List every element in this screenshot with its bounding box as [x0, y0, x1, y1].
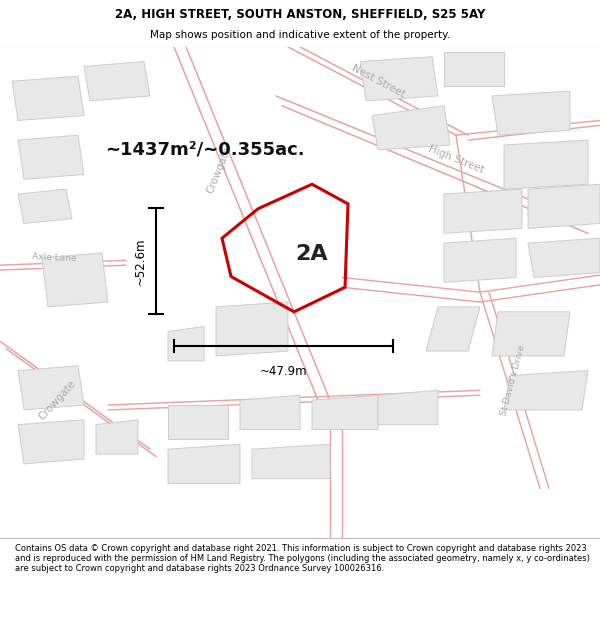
Polygon shape — [444, 238, 516, 282]
Text: 2A, HIGH STREET, SOUTH ANSTON, SHEFFIELD, S25 5AY: 2A, HIGH STREET, SOUTH ANSTON, SHEFFIELD… — [115, 8, 485, 21]
Text: ~47.9m: ~47.9m — [260, 365, 307, 378]
Polygon shape — [378, 390, 438, 424]
Polygon shape — [504, 140, 588, 189]
Text: Axle Lane: Axle Lane — [32, 252, 76, 264]
Text: Crowgate: Crowgate — [205, 144, 233, 194]
Polygon shape — [492, 91, 570, 135]
Polygon shape — [528, 238, 600, 278]
Text: Map shows position and indicative extent of the property.: Map shows position and indicative extent… — [150, 30, 450, 40]
Polygon shape — [84, 62, 150, 101]
Text: Nest Street: Nest Street — [350, 63, 406, 99]
Polygon shape — [240, 395, 300, 429]
Polygon shape — [18, 189, 72, 224]
Polygon shape — [426, 307, 480, 351]
Polygon shape — [360, 57, 438, 101]
Polygon shape — [312, 395, 378, 429]
Polygon shape — [528, 184, 600, 228]
Polygon shape — [492, 312, 570, 356]
Polygon shape — [42, 253, 108, 307]
Polygon shape — [252, 444, 330, 479]
Polygon shape — [168, 405, 228, 439]
Text: High Street: High Street — [427, 144, 485, 176]
Polygon shape — [96, 420, 138, 454]
Text: 2A: 2A — [295, 244, 328, 264]
Polygon shape — [12, 76, 84, 121]
Polygon shape — [444, 189, 522, 233]
Polygon shape — [444, 52, 504, 86]
Polygon shape — [168, 444, 240, 484]
Text: Crowgate: Crowgate — [37, 378, 77, 422]
Polygon shape — [18, 366, 84, 410]
Polygon shape — [18, 420, 84, 464]
Polygon shape — [168, 326, 204, 361]
Polygon shape — [18, 135, 84, 179]
Polygon shape — [504, 371, 588, 410]
Polygon shape — [372, 106, 450, 150]
Polygon shape — [216, 302, 288, 356]
Text: Contains OS data © Crown copyright and database right 2021. This information is : Contains OS data © Crown copyright and d… — [15, 544, 590, 573]
Text: St David's Drive: St David's Drive — [499, 344, 527, 417]
Text: ~52.6m: ~52.6m — [134, 238, 147, 285]
Text: ~1437m²/~0.355ac.: ~1437m²/~0.355ac. — [105, 141, 305, 159]
